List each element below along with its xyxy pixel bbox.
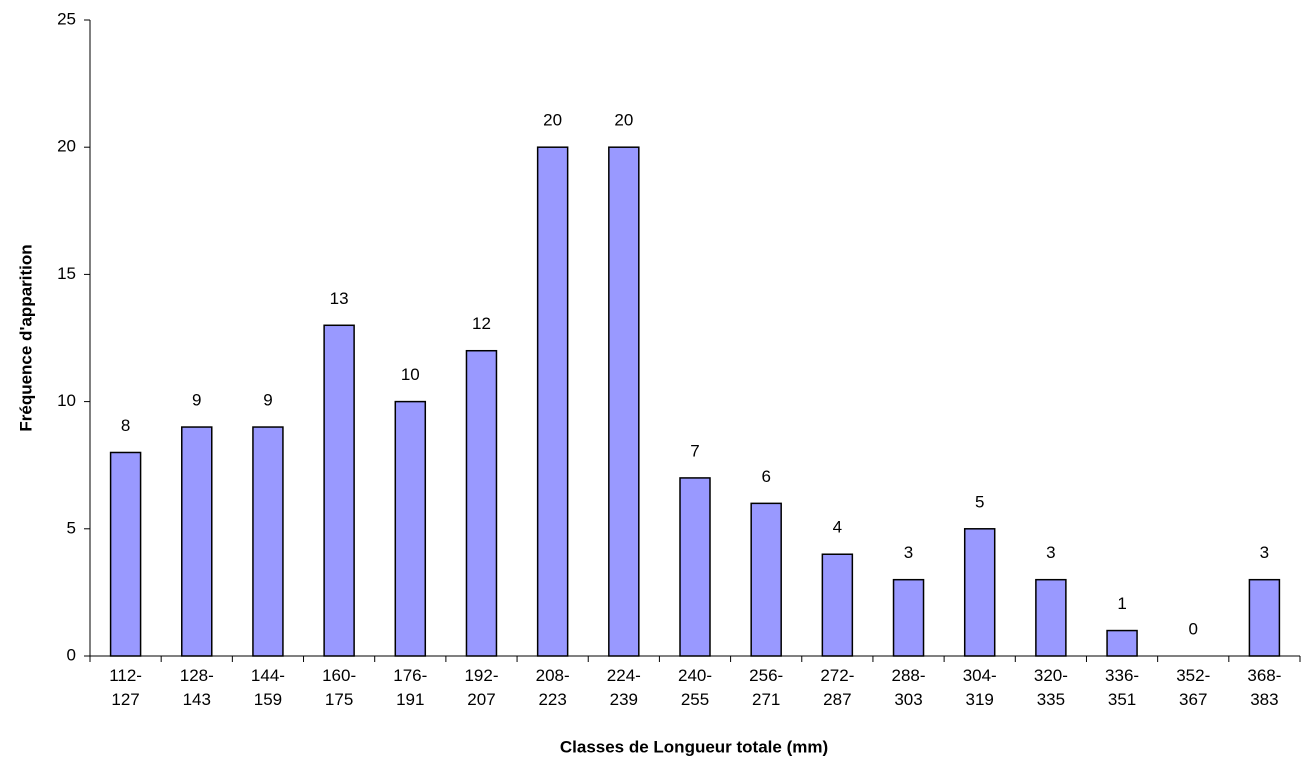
bar [536, 146, 569, 657]
x-tick-label: 288-303 [891, 666, 926, 709]
bar [750, 502, 782, 657]
x-axis-label: Classes de Longueur totale (mm) [560, 737, 828, 756]
bar [465, 349, 498, 657]
bar [1035, 578, 1067, 657]
bar [963, 528, 996, 657]
value-label: 6 [761, 467, 770, 486]
value-label: 9 [263, 391, 272, 410]
x-tick-label: 208-223 [535, 666, 570, 709]
value-label: 3 [904, 543, 913, 562]
y-tick-label: 15 [57, 264, 76, 283]
y-tick-label: 5 [67, 518, 76, 537]
x-tick-label: 224-239 [606, 666, 641, 709]
x-tick-label: 192-207 [464, 666, 499, 709]
value-label: 3 [1046, 543, 1055, 562]
bar [252, 426, 284, 657]
bar [892, 578, 925, 657]
y-tick-label: 20 [57, 137, 76, 156]
value-label: 5 [975, 492, 984, 511]
value-label: 3 [1260, 543, 1269, 562]
x-tick-label: 256-271 [749, 666, 784, 709]
y-axis-label: Fréquence d'apparition [16, 244, 35, 431]
bar [181, 426, 213, 657]
y-tick-label: 0 [67, 645, 76, 664]
bar [821, 553, 854, 657]
value-label: 7 [690, 441, 699, 460]
bar [394, 400, 427, 657]
x-tick-label: 368-383 [1247, 666, 1282, 709]
value-label: 9 [192, 391, 201, 410]
value-label: 10 [401, 365, 420, 384]
value-label: 12 [472, 314, 491, 333]
x-tick-label: 112-127 [109, 666, 142, 709]
bar [109, 451, 142, 657]
bar [323, 324, 355, 657]
value-label: 4 [833, 518, 842, 537]
bar [679, 477, 711, 657]
x-tick-label: 272-287 [820, 666, 855, 709]
value-label: 20 [543, 111, 562, 130]
bar [1106, 629, 1138, 657]
y-tick-label: 25 [57, 9, 76, 28]
value-label: 0 [1189, 619, 1198, 638]
x-tick-label: 240-255 [677, 666, 713, 709]
x-tick-label: 144-159 [250, 666, 285, 709]
x-tick-label: 160-175 [322, 666, 357, 709]
x-tick-label: 304-319 [962, 666, 997, 709]
y-tick-label: 10 [57, 391, 76, 410]
value-label: 13 [330, 289, 349, 308]
x-tick-label: 352-367 [1176, 666, 1211, 709]
x-tick-label: 336-351 [1105, 666, 1140, 709]
bar [608, 146, 640, 657]
x-tick-label: 320-335 [1033, 666, 1068, 709]
value-label: 1 [1117, 594, 1126, 613]
value-label: 20 [614, 111, 633, 130]
value-label: 8 [121, 416, 130, 435]
bar [1248, 578, 1281, 657]
x-tick-label: 128-143 [179, 666, 214, 709]
x-tick-label: 176-191 [393, 666, 428, 709]
